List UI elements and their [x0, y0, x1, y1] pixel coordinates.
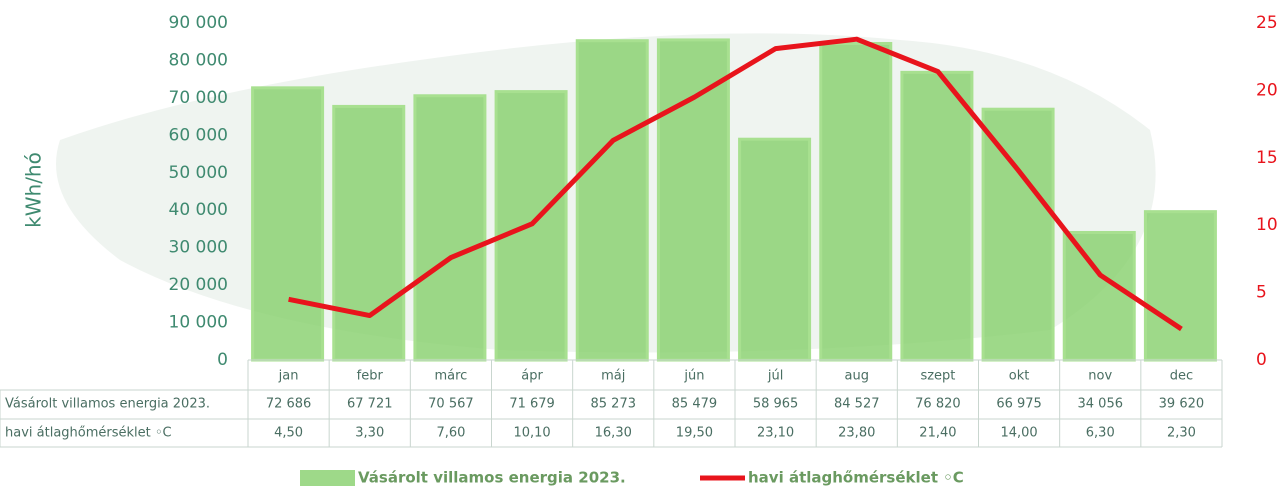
bar: [819, 41, 893, 362]
bar: [900, 70, 974, 362]
y-tick-label: 0: [217, 350, 228, 370]
legend-label: Vásárolt villamos energia 2023.: [358, 469, 626, 487]
table-cell: 34 056: [1078, 397, 1124, 412]
x-tick-label: jún: [683, 369, 704, 384]
y2-tick-label: 10: [1256, 215, 1278, 235]
x-tick-label: ápr: [521, 369, 543, 384]
y2-tick-label: 25: [1256, 13, 1278, 33]
bar: [413, 94, 487, 362]
y-tick-label: 50 000: [169, 163, 228, 183]
x-tick-label: okt: [1009, 369, 1030, 384]
y-tick-label: 20 000: [169, 275, 228, 295]
legend-swatch: [300, 470, 355, 486]
table-cell: 23,10: [757, 426, 794, 441]
y-tick-label: 10 000: [169, 313, 228, 333]
bar: [656, 38, 730, 362]
x-tick-label: szept: [920, 369, 955, 384]
x-tick-label: febr: [357, 369, 384, 384]
table-cell: 85 273: [591, 397, 637, 412]
table-cell: 72 686: [266, 397, 312, 412]
y-axis-label: kWh/hó: [22, 152, 46, 228]
y-tick-label: 60 000: [169, 125, 228, 145]
table-cell: 16,30: [595, 426, 632, 441]
y2-tick-label: 20: [1256, 80, 1278, 100]
table-cell: 6,30: [1086, 426, 1115, 441]
x-tick-label: dec: [1170, 369, 1193, 384]
x-tick-label: márc: [434, 369, 467, 384]
table-cell: 85 479: [672, 397, 718, 412]
y2-tick-label: 15: [1256, 148, 1278, 168]
table-cell: 10,10: [513, 426, 550, 441]
table-row-label: Vásárolt villamos energia 2023.: [5, 397, 210, 412]
table-cell: 23,80: [838, 426, 875, 441]
line: [288, 36, 1183, 332]
y-tick-label: 90 000: [169, 13, 228, 33]
x-tick-label: júl: [767, 369, 783, 384]
bar: [738, 137, 812, 362]
bar: [575, 39, 649, 362]
bar: [1143, 210, 1217, 362]
y-tick-label: 70 000: [169, 88, 228, 108]
table-cell: 39 620: [1159, 397, 1205, 412]
y-tick-label: 80 000: [169, 50, 228, 70]
y2-tick-label: 0: [1256, 350, 1267, 370]
table-row-label: havi átlaghőmérséklet ◦C: [5, 426, 172, 441]
table-cell: 14,00: [1000, 426, 1037, 441]
table-cell: 66 975: [996, 397, 1042, 412]
bar: [332, 104, 406, 362]
bar: [1062, 230, 1136, 362]
table-cell: 76 820: [915, 397, 961, 412]
bar: [981, 107, 1055, 362]
x-tick-label: jan: [278, 369, 299, 384]
table-cell: 7,60: [436, 426, 465, 441]
bar: [251, 86, 325, 362]
x-tick-label: nov: [1088, 369, 1112, 384]
table-cell: 2,30: [1167, 426, 1196, 441]
table-cell: 19,50: [676, 426, 713, 441]
table-cell: 3,30: [355, 426, 384, 441]
table-cell: 4,50: [274, 426, 303, 441]
y-tick-label: 30 000: [169, 238, 228, 258]
x-tick-label: aug: [845, 369, 869, 384]
y2-tick-label: 5: [1256, 283, 1267, 303]
table-cell: 71 679: [509, 397, 555, 412]
table-cell: 21,40: [919, 426, 956, 441]
table-cell: 58 965: [753, 397, 799, 412]
legend-label: havi átlaghőmérséklet ◦C: [748, 469, 964, 487]
y-tick-label: 40 000: [169, 200, 228, 220]
x-tick-label: máj: [601, 369, 625, 384]
table-cell: 84 527: [834, 397, 880, 412]
table-cell: 67 721: [347, 397, 393, 412]
table-cell: 70 567: [428, 397, 474, 412]
